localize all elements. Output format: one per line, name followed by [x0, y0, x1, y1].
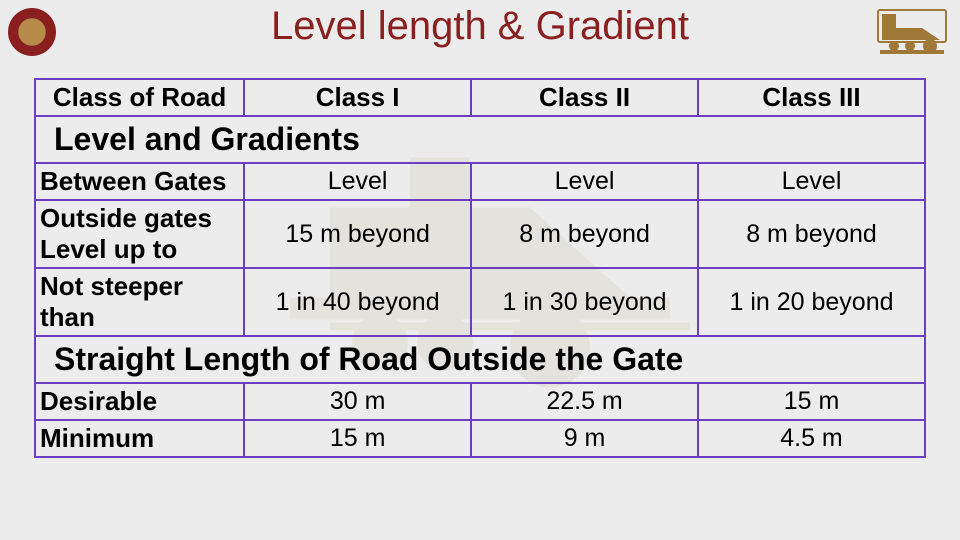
slide-title: Level length & Gradient [0, 4, 960, 49]
row-label: Minimum [35, 420, 244, 457]
section2-label: Straight Length of Road Outside the Gate [35, 336, 925, 383]
section1-label: Level and Gradients [35, 116, 925, 163]
table-row: Outside gates Level up to 15 m beyond 8 … [35, 200, 925, 268]
col-header-class2: Class II [471, 79, 698, 116]
cell: 1 in 40 beyond [244, 268, 471, 336]
cell: Level [244, 163, 471, 200]
section-row: Straight Length of Road Outside the Gate [35, 336, 925, 383]
table-row: Minimum 15 m 9 m 4.5 m [35, 420, 925, 457]
cell: 4.5 m [698, 420, 925, 457]
cell: 30 m [244, 383, 471, 420]
cell: 1 in 20 beyond [698, 268, 925, 336]
table-row: Between Gates Level Level Level [35, 163, 925, 200]
road-class-table: Class of Road Class I Class II Class III… [34, 78, 926, 458]
table-header-row: Class of Road Class I Class II Class III [35, 79, 925, 116]
cell: 8 m beyond [471, 200, 698, 268]
row-label: Outside gates Level up to [35, 200, 244, 268]
table-row: Not steeper than 1 in 40 beyond 1 in 30 … [35, 268, 925, 336]
cell: 8 m beyond [698, 200, 925, 268]
cell: 15 m [244, 420, 471, 457]
row-label: Not steeper than [35, 268, 244, 336]
row-label: Between Gates [35, 163, 244, 200]
col-header-class3: Class III [698, 79, 925, 116]
col-header-road: Class of Road [35, 79, 244, 116]
cell: Level [471, 163, 698, 200]
table-row: Desirable 30 m 22.5 m 15 m [35, 383, 925, 420]
main-table-container: Class of Road Class I Class II Class III… [34, 78, 926, 458]
cell: 9 m [471, 420, 698, 457]
cell: 1 in 30 beyond [471, 268, 698, 336]
cell: 15 m [698, 383, 925, 420]
row-label: Desirable [35, 383, 244, 420]
section-row: Level and Gradients [35, 116, 925, 163]
cell: 15 m beyond [244, 200, 471, 268]
cell: 22.5 m [471, 383, 698, 420]
cell: Level [698, 163, 925, 200]
col-header-class1: Class I [244, 79, 471, 116]
